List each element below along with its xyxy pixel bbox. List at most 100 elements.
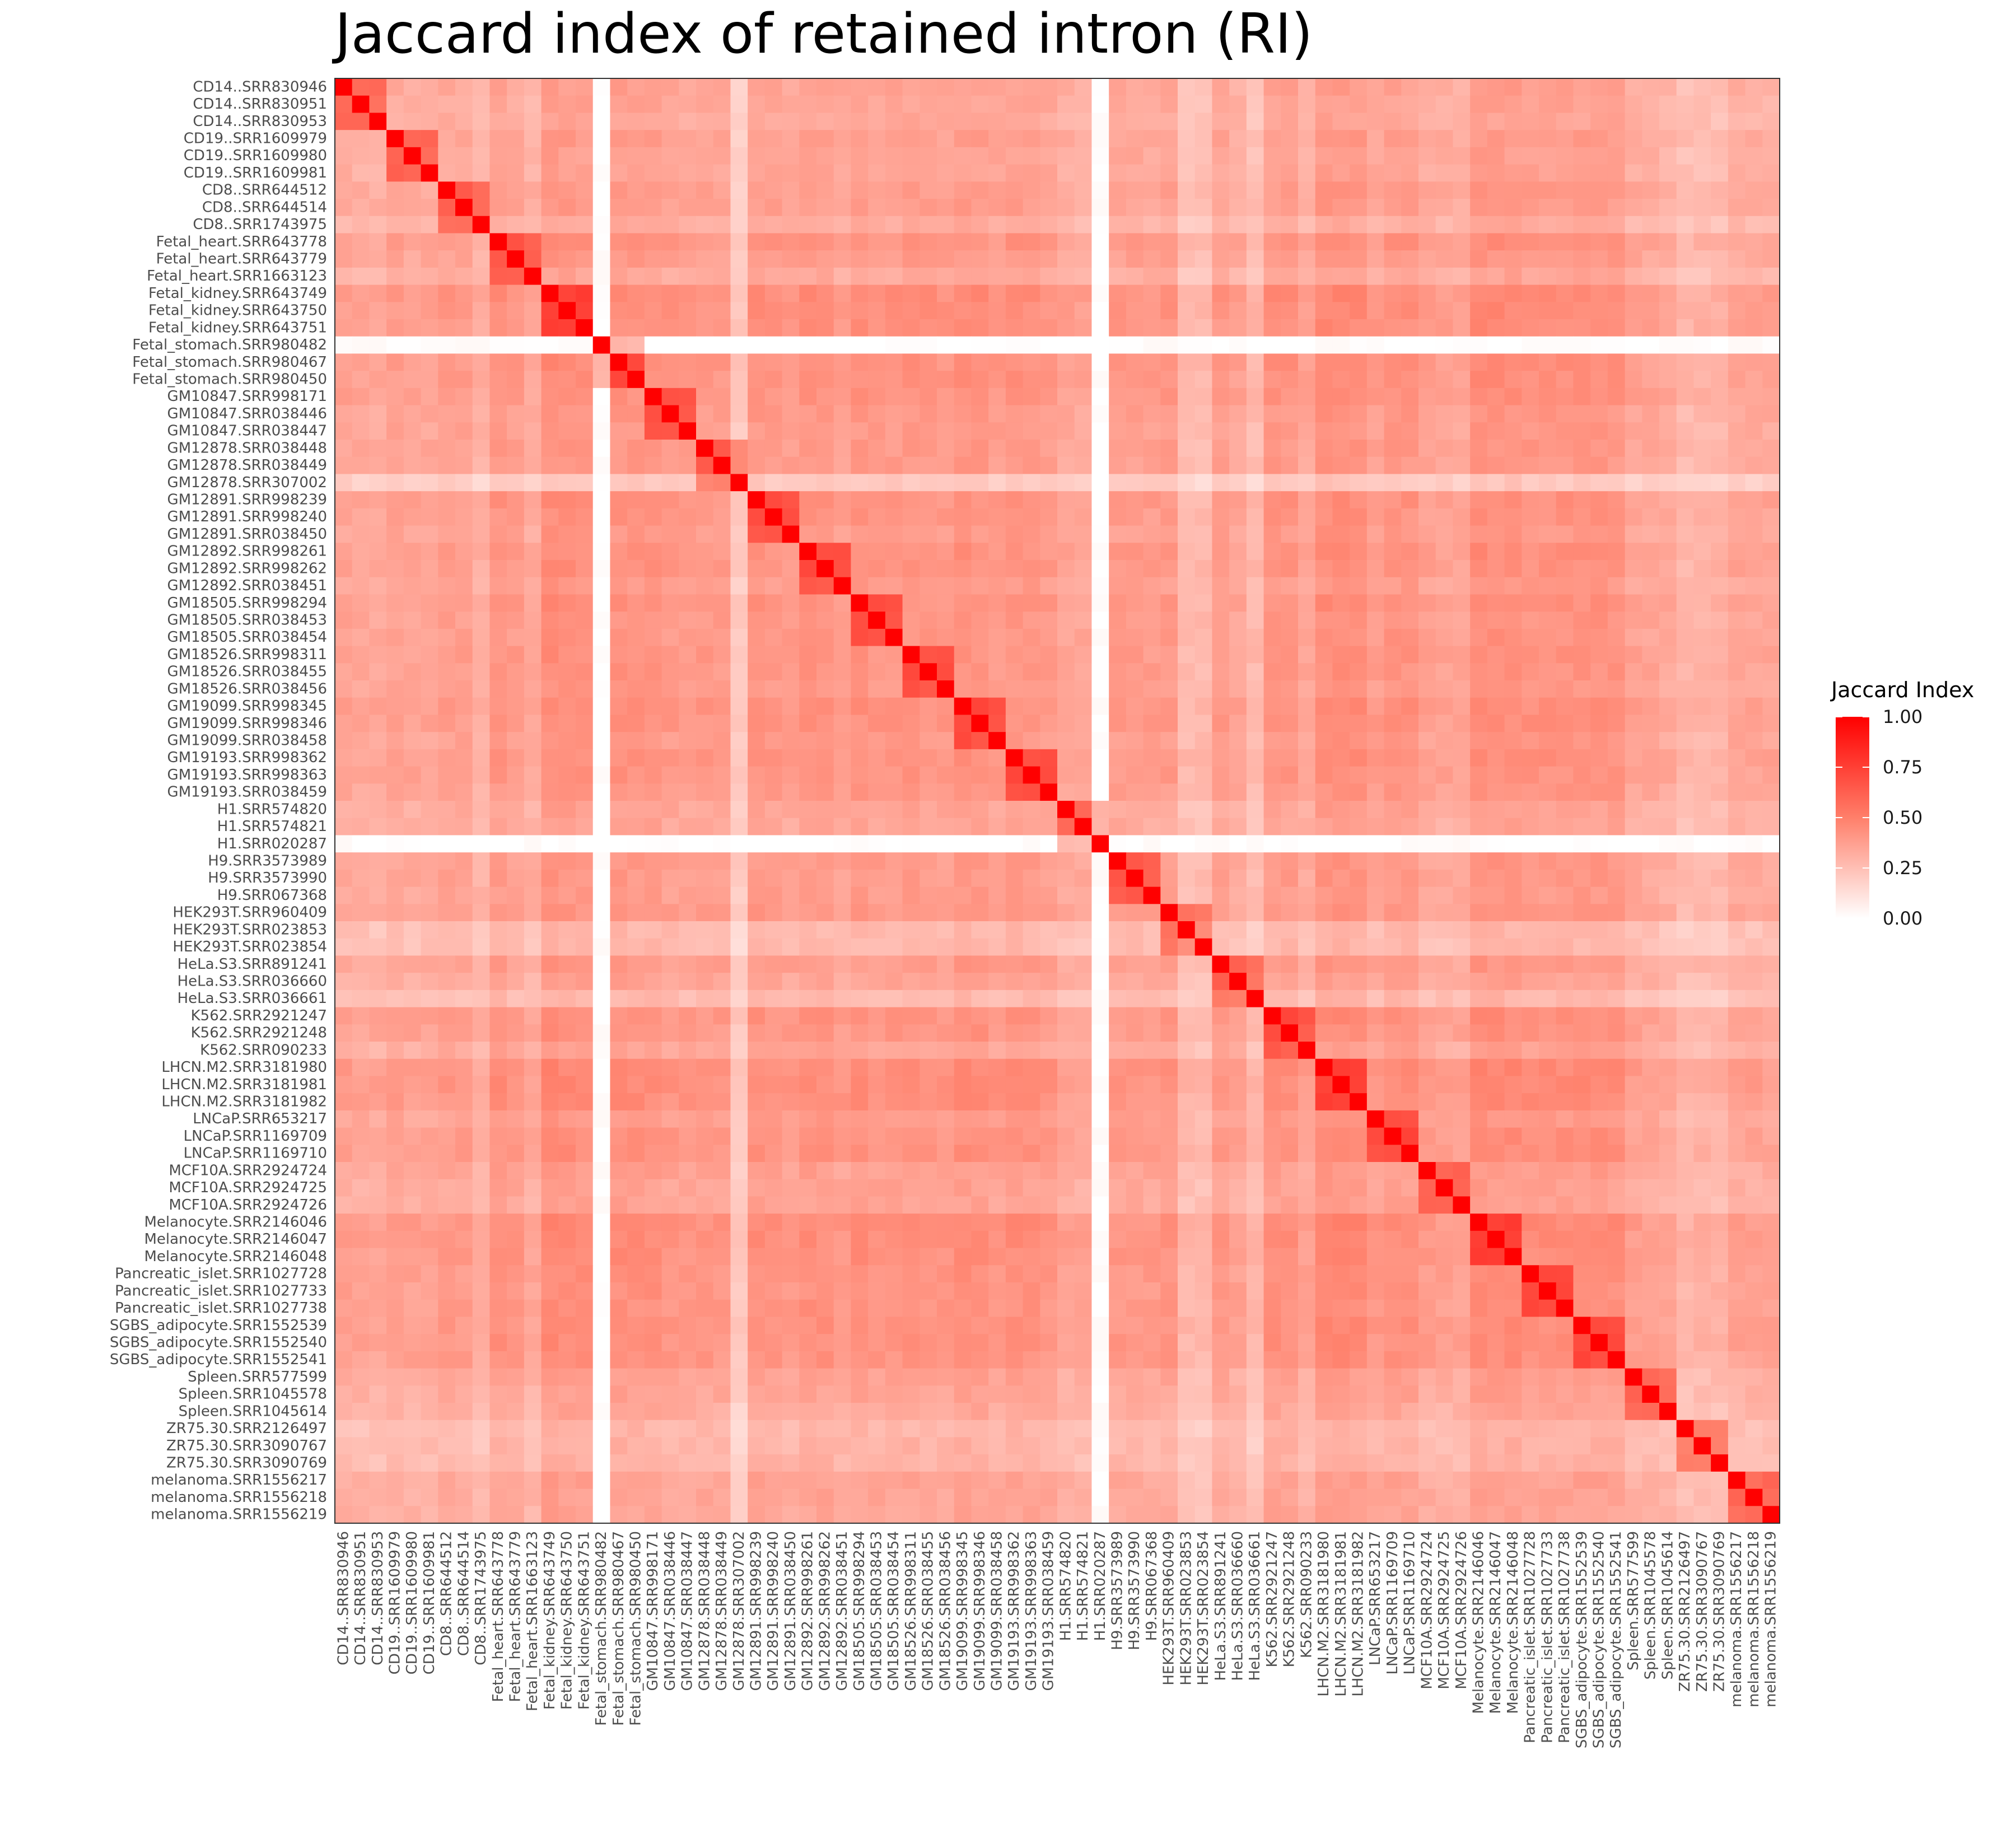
- heatmap-cell: [1350, 388, 1368, 406]
- heatmap-cell: [1315, 990, 1333, 1008]
- heatmap-cell: [627, 1058, 645, 1077]
- heatmap-cell: [971, 1058, 989, 1077]
- heatmap-cell: [1693, 78, 1711, 96]
- heatmap-cell: [1023, 319, 1040, 337]
- heatmap-cell: [1522, 78, 1539, 96]
- heatmap-cell: [1470, 852, 1488, 870]
- heatmap-cell: [1401, 233, 1419, 251]
- heatmap-cell: [1384, 543, 1402, 561]
- heatmap-cell: [1487, 560, 1505, 578]
- heatmap-cell: [851, 422, 869, 440]
- heatmap-cell: [507, 130, 525, 148]
- heatmap-cell: [1607, 732, 1626, 750]
- heatmap-cell: [902, 1042, 920, 1060]
- heatmap-cell: [1487, 491, 1505, 509]
- heatmap-cell: [885, 1024, 903, 1042]
- heatmap-cell: [1057, 181, 1075, 199]
- heatmap-cell: [851, 938, 869, 956]
- heatmap-cell: [644, 869, 662, 888]
- heatmap-cell: [335, 990, 353, 1008]
- heatmap-cell: [937, 456, 955, 475]
- heatmap-cell: [386, 95, 404, 114]
- heatmap-cell: [1366, 818, 1385, 836]
- heatmap-cell: [937, 199, 955, 217]
- heatmap-cell: [369, 783, 387, 801]
- heatmap-cell: [1762, 508, 1780, 526]
- heatmap-cell: [851, 749, 869, 767]
- heatmap-cell: [851, 543, 869, 561]
- heatmap-cell: [1453, 440, 1471, 458]
- heatmap-cell: [438, 147, 456, 165]
- heatmap-cell: [1504, 1024, 1522, 1042]
- heatmap-cell: [1023, 474, 1040, 492]
- heatmap-cell: [696, 508, 714, 526]
- heatmap-cell: [730, 766, 748, 784]
- heatmap-cell: [1281, 732, 1299, 750]
- heatmap-cell: [1040, 491, 1058, 509]
- heatmap-cell: [696, 612, 714, 629]
- heatmap-cell: [1109, 388, 1127, 406]
- heatmap-cell: [1676, 216, 1695, 234]
- heatmap-cell: [1418, 405, 1436, 423]
- heatmap-cell: [764, 371, 783, 389]
- heatmap-cell: [954, 440, 972, 458]
- heatmap-cell: [403, 749, 422, 767]
- heatmap-cell: [937, 284, 955, 302]
- heatmap-cell: [1005, 1024, 1024, 1042]
- heatmap-cell: [1522, 130, 1539, 148]
- heatmap-cell: [438, 336, 456, 354]
- heatmap-cell: [1074, 904, 1093, 922]
- heatmap-cell: [1023, 302, 1040, 320]
- heatmap-cell: [730, 869, 748, 888]
- heatmap-cell: [1676, 353, 1695, 371]
- heatmap-cell: [1005, 508, 1024, 526]
- heatmap-cell: [1229, 508, 1247, 526]
- heatmap-cell: [1281, 783, 1299, 801]
- heatmap-cell: [1126, 801, 1144, 819]
- heatmap-cell: [1040, 422, 1058, 440]
- heatmap-cell: [576, 628, 594, 647]
- heatmap-cell: [455, 233, 473, 251]
- heatmap-cell: [1418, 543, 1436, 561]
- heatmap-cell: [438, 405, 456, 423]
- heatmap-cell: [1642, 216, 1660, 234]
- heatmap-cell: [1298, 990, 1316, 1008]
- heatmap-cell: [868, 525, 886, 543]
- heatmap-cell: [1023, 680, 1040, 698]
- heatmap-cell: [1023, 612, 1040, 629]
- heatmap-cell: [1005, 216, 1024, 234]
- heatmap-cell: [1762, 715, 1780, 732]
- heatmap-cell: [885, 594, 903, 612]
- heatmap-cell: [610, 371, 628, 389]
- heatmap-cell: [610, 1093, 628, 1111]
- heatmap-cell: [369, 388, 387, 406]
- heatmap-cell: [438, 302, 456, 320]
- heatmap-cell: [954, 835, 972, 853]
- heatmap-cell: [1762, 147, 1780, 165]
- heatmap-cell: [489, 1007, 507, 1025]
- heatmap-cell: [1659, 801, 1677, 819]
- heatmap-cell: [1573, 886, 1591, 904]
- heatmap-cell: [713, 78, 731, 96]
- heatmap-cell: [1350, 353, 1368, 371]
- heatmap-cell: [988, 835, 1006, 853]
- heatmap-cell: [1263, 319, 1281, 337]
- heatmap-cell: [1607, 78, 1626, 96]
- heatmap-cell: [1212, 267, 1230, 286]
- heatmap-cell: [1263, 405, 1281, 423]
- heatmap-cell: [1143, 147, 1161, 165]
- heatmap-cell: [610, 938, 628, 956]
- heatmap-cell: [764, 560, 783, 578]
- heatmap-cell: [868, 267, 886, 286]
- heatmap-cell: [1315, 216, 1333, 234]
- heatmap-cell: [799, 336, 817, 354]
- heatmap-cell: [1435, 181, 1454, 199]
- heatmap-cell: [1194, 319, 1213, 337]
- heatmap-cell: [1350, 181, 1368, 199]
- heatmap-cell: [1693, 440, 1711, 458]
- heatmap-cell: [1522, 886, 1539, 904]
- heatmap-cell: [1762, 869, 1780, 888]
- heatmap-cell: [627, 921, 645, 939]
- heatmap-cell: [1418, 921, 1436, 939]
- heatmap-cell: [1487, 336, 1505, 354]
